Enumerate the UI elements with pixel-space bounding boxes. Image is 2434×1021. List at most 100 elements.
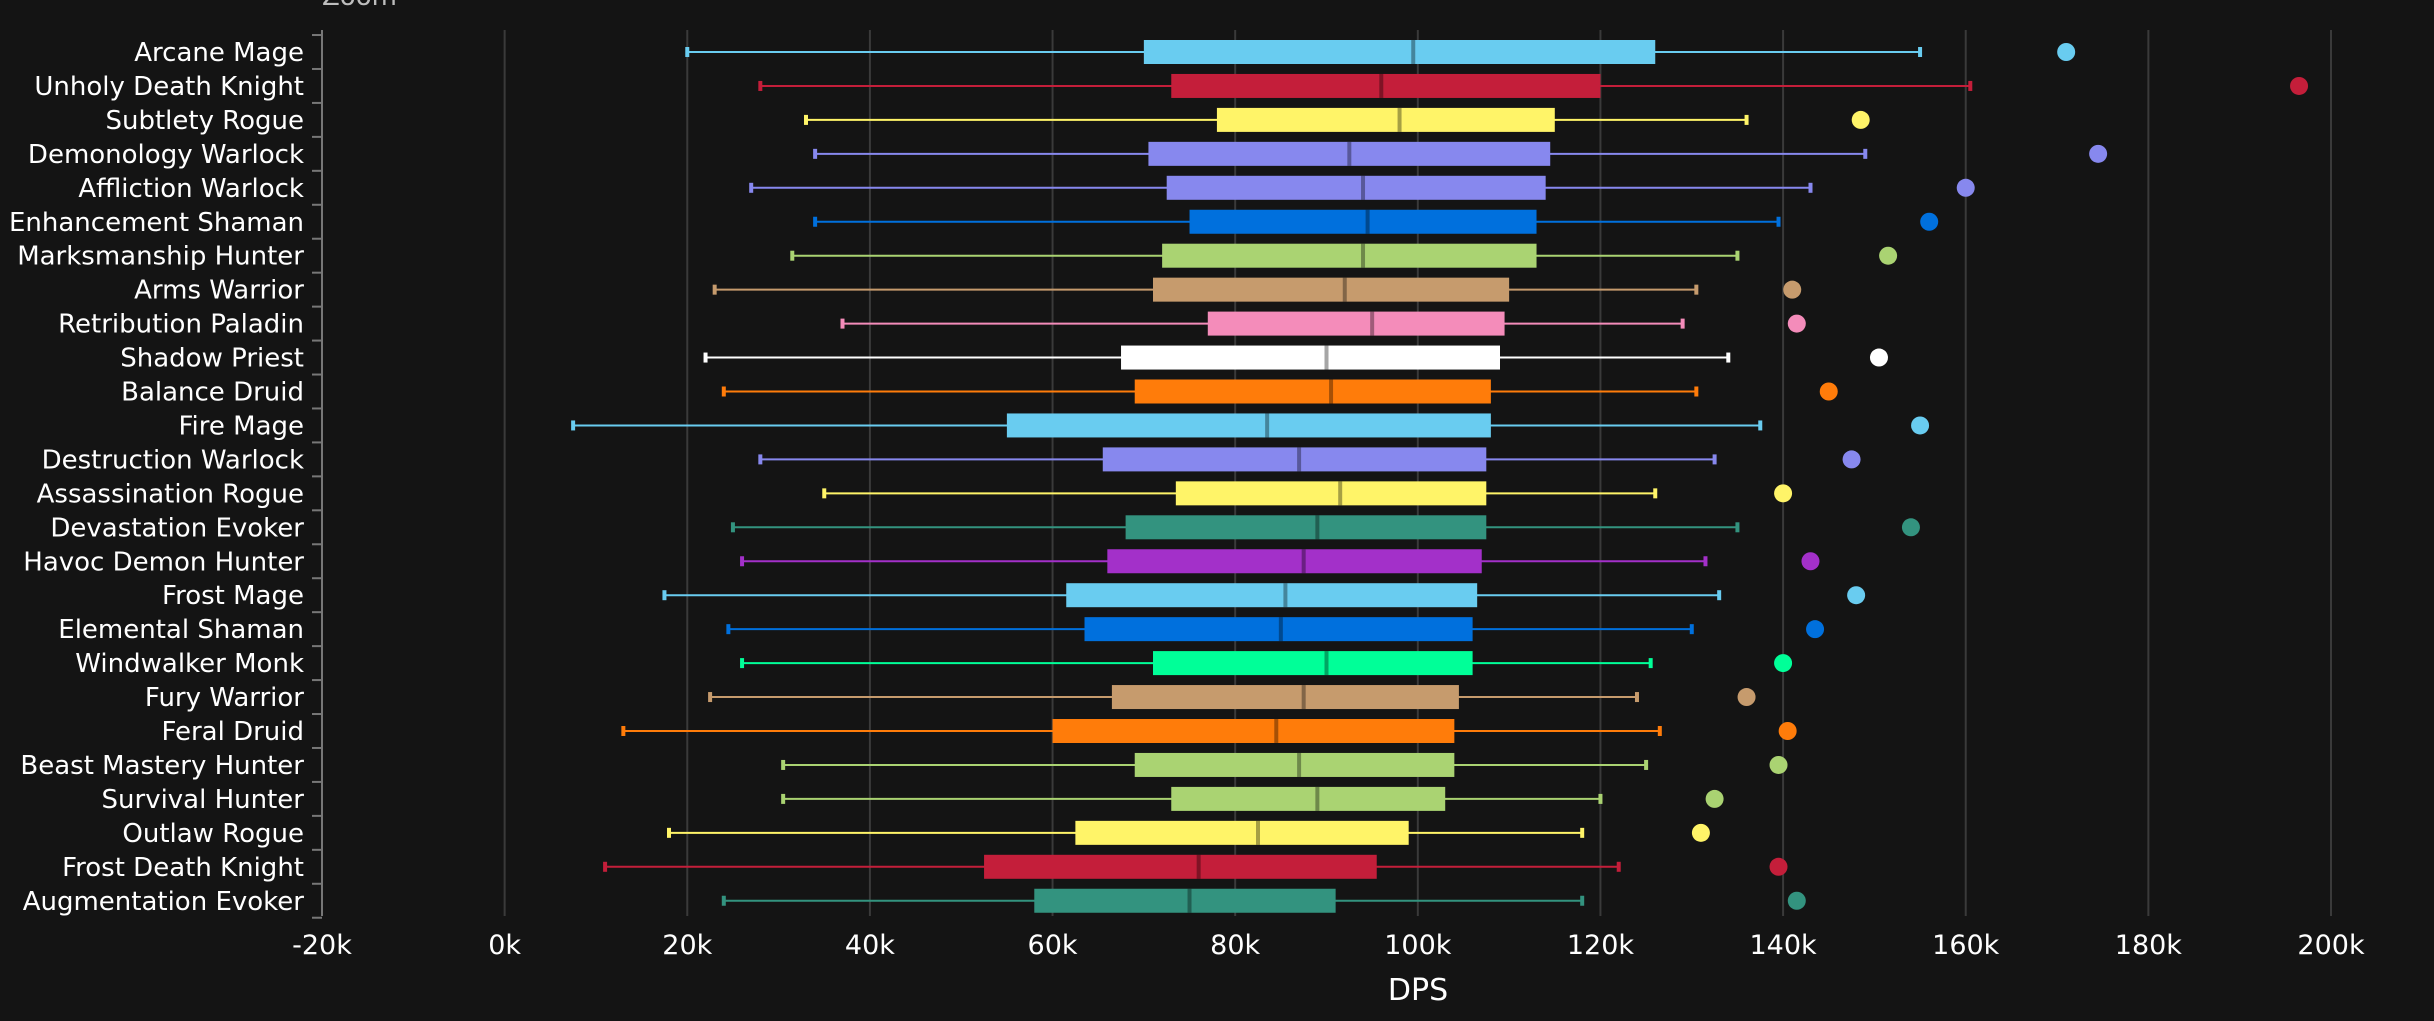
x-tick-label: 140k — [1750, 930, 1818, 961]
box-plot-item — [740, 651, 1793, 676]
box-iqr — [1171, 786, 1446, 811]
outlier-point — [1879, 246, 1898, 265]
box-plot-item — [758, 447, 1861, 472]
y-tick-label: Feral Druid — [161, 717, 304, 747]
outlier-point — [1901, 518, 1920, 537]
box-iqr — [1084, 617, 1473, 642]
outlier-point — [1691, 823, 1710, 842]
outlier-point — [1774, 484, 1793, 503]
box-iqr — [1111, 685, 1459, 710]
outlier-point — [1769, 857, 1788, 876]
box-plot-item — [803, 107, 1870, 132]
box-plot-item — [790, 243, 1898, 268]
x-axis-title: DPS — [1388, 973, 1448, 1008]
x-tick-label: 100k — [1384, 930, 1452, 961]
y-tick-label: Demonology Warlock — [28, 140, 304, 170]
y-tick-label: Frost Death Knight — [62, 853, 304, 883]
outlier-point — [1778, 722, 1797, 740]
y-tick-label: Arms Warrior — [134, 276, 304, 306]
box-series — [571, 40, 2309, 913]
y-tick-label: Marksmanship Hunter — [17, 242, 304, 272]
box-plot-item — [813, 209, 1939, 234]
y-tick-label: Arcane Mage — [134, 38, 304, 68]
outlier-point — [1705, 789, 1724, 808]
box-plot-item — [708, 685, 1756, 710]
outlier-point — [2057, 43, 2076, 61]
box-iqr — [1171, 73, 1601, 98]
outlier-point — [2290, 76, 2309, 95]
box-plot-item — [781, 786, 1724, 811]
y-tick-label: Fire Mage — [178, 411, 304, 441]
y-tick-label: Affliction Warlock — [78, 174, 304, 204]
outlier-point — [1787, 891, 1806, 910]
box-plot-item — [840, 311, 1806, 336]
y-tick-label: Enhancement Shaman — [9, 208, 304, 238]
y-tick-label: Havoc Demon Hunter — [23, 547, 304, 577]
x-axis: -20k 0k 20k 40k 60k 80k 100k 120k 140k 160k 180k 20… — [292, 930, 2365, 961]
box-plot-item — [740, 549, 1820, 574]
y-tick-label: Frost Mage — [162, 581, 304, 611]
y-tick-label: Outlaw Rogue — [122, 819, 304, 849]
x-tick-label: 0k — [488, 930, 521, 961]
box-plot-item — [730, 515, 1920, 540]
box-iqr — [1152, 277, 1510, 302]
box-plot-item — [822, 481, 1793, 506]
box-plot-item — [781, 752, 1788, 777]
y-tick-label: Augmentation Evoker — [23, 887, 305, 917]
box-plot-item — [721, 888, 1806, 913]
box-iqr — [1166, 175, 1546, 200]
box-iqr — [1034, 888, 1336, 913]
y-tick-label: Windwalker Monk — [75, 649, 304, 679]
box-iqr — [1006, 413, 1491, 438]
x-tick-label: 20k — [662, 930, 712, 961]
box-iqr — [1121, 345, 1501, 370]
y-tick-label: Survival Hunter — [102, 785, 305, 815]
y-tick-label: Retribution Paladin — [58, 310, 304, 340]
box-iqr — [1066, 583, 1478, 608]
box-iqr — [1134, 752, 1455, 777]
box-iqr — [1107, 549, 1482, 574]
box-iqr — [1152, 651, 1473, 676]
box-plot-item — [703, 345, 1888, 370]
outlier-point — [2089, 144, 2108, 163]
y-tick-label: Beast Mastery Hunter — [20, 751, 304, 781]
box-iqr — [1143, 40, 1656, 64]
y-tick-label: Devastation Evoker — [50, 513, 304, 543]
box-iqr — [1175, 481, 1487, 506]
x-tick-label: 180k — [2115, 930, 2183, 961]
x-tick-label: 80k — [1210, 930, 1260, 961]
box-plot-item — [712, 277, 1802, 302]
box-plot-item — [662, 583, 1866, 608]
box-plot-item — [685, 40, 2076, 64]
outlier-point — [1787, 314, 1806, 333]
box-plot-item — [571, 413, 1930, 438]
outlier-point — [1869, 348, 1888, 367]
outlier-point — [1774, 654, 1793, 673]
box-iqr — [1102, 447, 1487, 472]
outlier-point — [1819, 382, 1838, 401]
x-tick-label: 120k — [1567, 930, 1635, 961]
box-iqr — [1207, 311, 1505, 336]
box-iqr — [1134, 379, 1491, 404]
y-tick-label: Assassination Rogue — [37, 479, 304, 509]
y-tick-label: Subtlety Rogue — [105, 106, 304, 136]
x-tick-label: 40k — [845, 930, 895, 961]
outlier-point — [1847, 586, 1866, 605]
box-iqr — [1189, 209, 1537, 234]
box-iqr — [1148, 141, 1551, 166]
box-iqr — [1216, 107, 1555, 132]
box-plot-item — [758, 73, 2309, 98]
outlier-point — [1806, 620, 1825, 639]
box-iqr — [1162, 243, 1537, 268]
box-iqr — [1125, 515, 1487, 540]
box-iqr — [1075, 820, 1409, 845]
outlier-point — [1737, 688, 1756, 707]
box-iqr — [984, 854, 1377, 879]
y-tick-label: Fury Warrior — [145, 683, 304, 713]
box-plot-item — [667, 820, 1710, 845]
y-tick-label: Balance Druid — [121, 378, 304, 408]
outlier-point — [1956, 178, 1975, 197]
y-tick-label: Elemental Shaman — [58, 615, 304, 645]
zoom-label[interactable]: Zoom — [322, 0, 397, 12]
y-tick-label: Shadow Priest — [120, 344, 304, 374]
